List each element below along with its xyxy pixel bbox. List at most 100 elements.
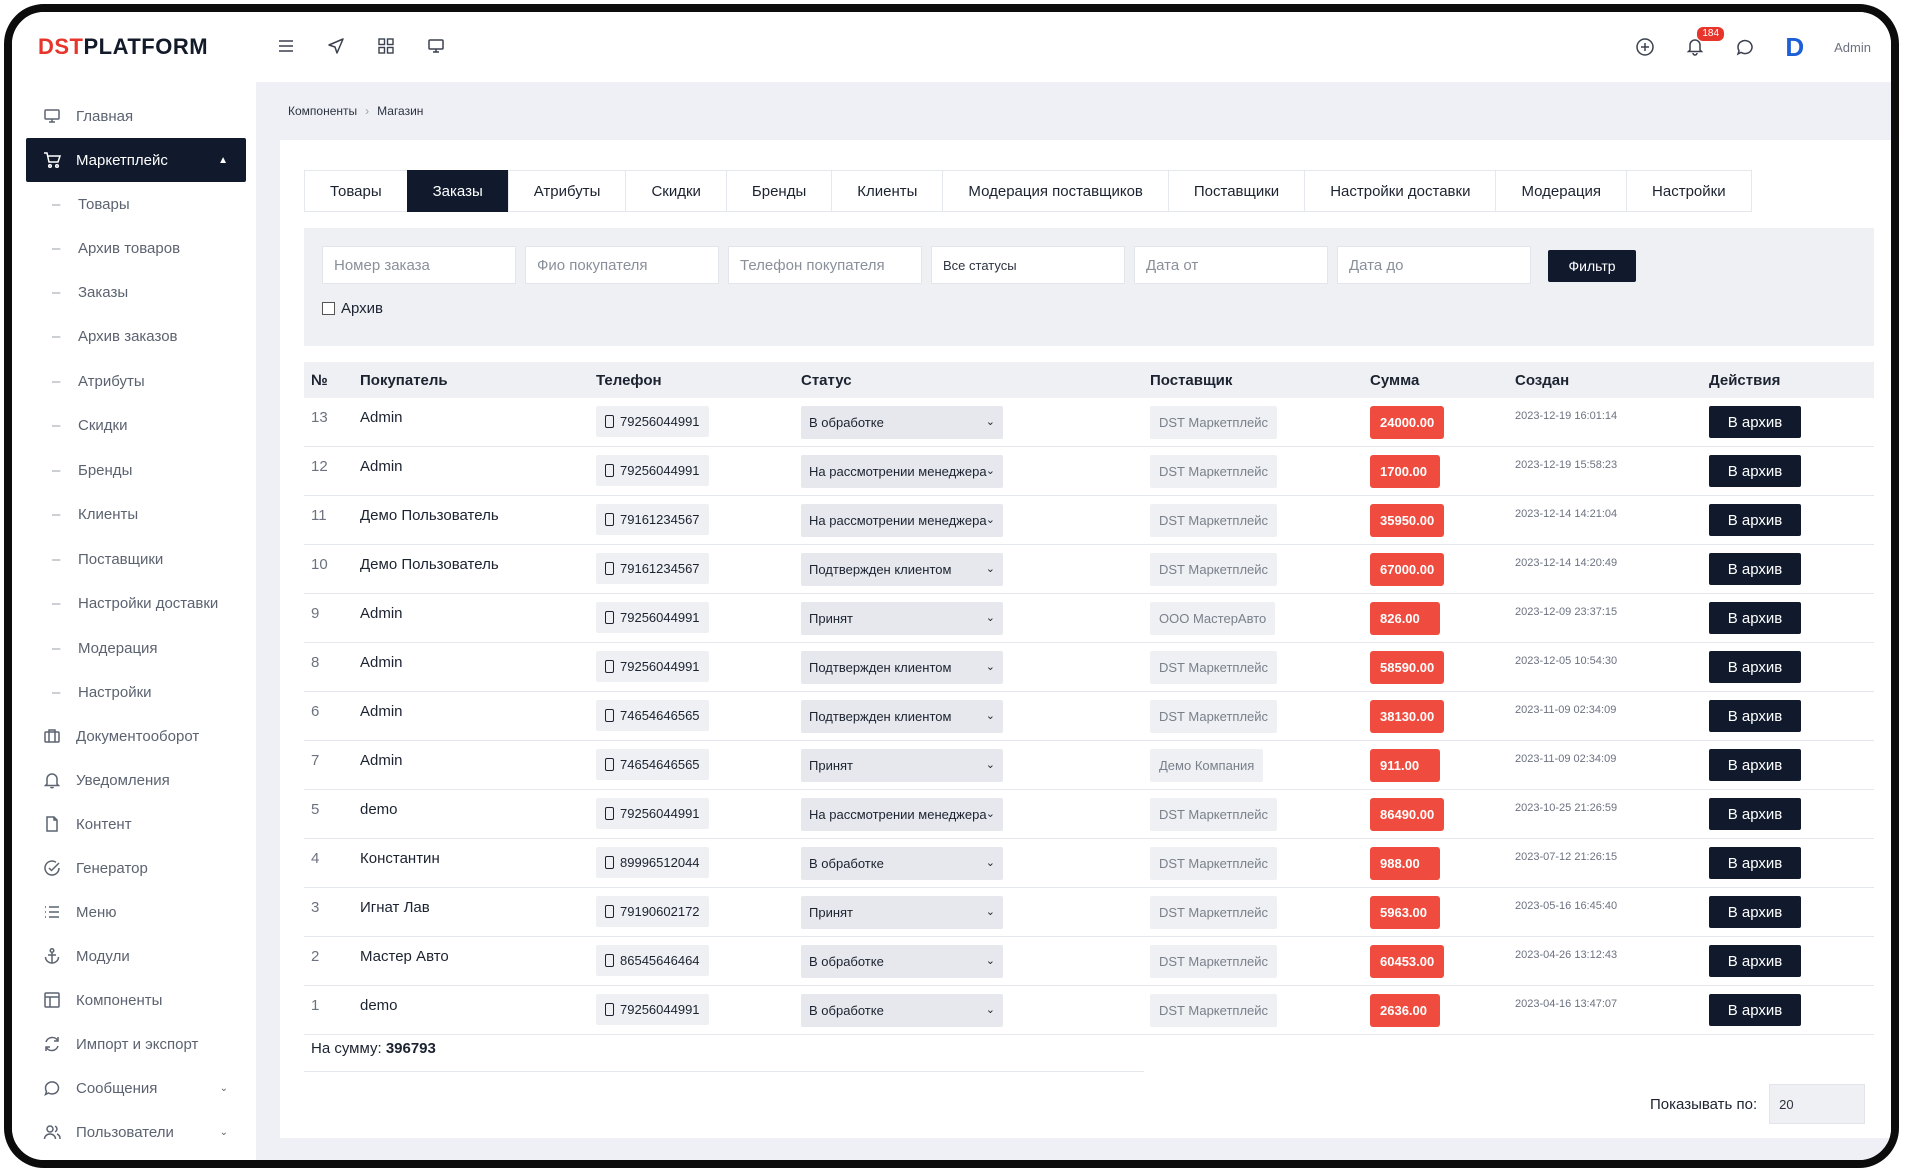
sidebar-item-marketplace[interactable]: Маркетплейс ▲ (26, 138, 246, 182)
sidebar-item-generator[interactable]: Генератор (26, 846, 246, 890)
archive-button[interactable]: В архив (1709, 504, 1801, 536)
breadcrumb-parent[interactable]: Компоненты (288, 104, 358, 118)
chat-icon[interactable] (1735, 37, 1755, 57)
date-to-input[interactable]: Дата до (1337, 246, 1531, 284)
phone-badge[interactable]: 79161234567 (596, 553, 709, 584)
sidebar-subitem-settings[interactable]: – Настройки (26, 672, 246, 712)
sidebar-item-components[interactable]: Компоненты (26, 978, 246, 1022)
phone-badge[interactable]: 79161234567 (596, 504, 709, 535)
status-select[interactable]: Принят ⌄ (801, 896, 1003, 929)
sidebar-item-import-export[interactable]: Импорт и экспорт (26, 1022, 246, 1066)
archive-button[interactable]: В архив (1709, 749, 1801, 781)
tab-orders[interactable]: Заказы (406, 170, 509, 212)
archive-button[interactable]: В архив (1709, 798, 1801, 830)
archive-button[interactable]: В архив (1709, 896, 1801, 928)
tab-supplier-moderation[interactable]: Модерация поставщиков (942, 170, 1169, 212)
grid-icon[interactable] (376, 36, 396, 56)
monitor-icon[interactable] (426, 36, 446, 56)
archive-button[interactable]: В архив (1709, 406, 1801, 438)
sidebar-subitem-discounts[interactable]: – Скидки (26, 405, 246, 445)
buyer-name: Admin (360, 752, 403, 769)
sidebar-item-documents[interactable]: Документооборот (26, 714, 246, 758)
status-select[interactable]: На рассмотрении менеджера ⌄ (801, 504, 1003, 537)
status-select[interactable]: На рассмотрении менеджера ⌄ (801, 798, 1003, 831)
status-select[interactable]: На рассмотрении менеджера ⌄ (801, 455, 1003, 488)
phone-badge[interactable]: 74654646565 (596, 749, 709, 780)
sidebar-subitem-brands[interactable]: – Бренды (26, 450, 246, 490)
tab-attributes[interactable]: Атрибуты (507, 170, 627, 212)
phone-badge[interactable]: 79256044991 (596, 406, 709, 437)
sidebar-item-menu[interactable]: Меню (26, 890, 246, 934)
sidebar-subitem-clients[interactable]: – Клиенты (26, 494, 246, 534)
user-name[interactable]: Admin (1834, 39, 1871, 55)
tab-suppliers[interactable]: Поставщики (1167, 170, 1306, 212)
sidebar-subitem-moderation[interactable]: – Модерация (26, 628, 246, 668)
tab-discounts[interactable]: Скидки (625, 170, 727, 212)
sidebar-subitem-attributes[interactable]: – Атрибуты (26, 361, 246, 401)
order-number-input[interactable]: Номер заказа (322, 246, 516, 284)
notifications-button[interactable]: 184 (1685, 26, 1725, 59)
status-select[interactable]: Все статусы (931, 246, 1125, 284)
archive-checkbox[interactable]: Архив (322, 300, 383, 317)
sidebar-subitem-products-archive[interactable]: – Архив товаров (26, 228, 246, 268)
status-select[interactable]: Подтвержден клиентом ⌄ (801, 553, 1003, 586)
status-select[interactable]: В обработке ⌄ (801, 406, 1003, 439)
chevron-down-icon: ⌄ (219, 1082, 228, 1094)
tab-brands[interactable]: Бренды (725, 170, 833, 212)
archive-button[interactable]: В архив (1709, 602, 1801, 634)
phone-badge[interactable]: 86545646464 (596, 945, 709, 976)
tab-clients[interactable]: Клиенты (831, 170, 944, 212)
status-select[interactable]: В обработке ⌄ (801, 994, 1003, 1027)
menu-icon[interactable] (276, 36, 296, 56)
phone-badge[interactable]: 89996512044 (596, 847, 709, 878)
sidebar-item-modules[interactable]: Модули (26, 934, 246, 978)
archive-button[interactable]: В архив (1709, 700, 1801, 732)
archive-button[interactable]: В архив (1709, 994, 1801, 1026)
sidebar-subitem-delivery-settings[interactable]: – Настройки доставки (26, 583, 246, 623)
status-select[interactable]: В обработке ⌄ (801, 847, 1003, 880)
status-select[interactable]: Принят ⌄ (801, 749, 1003, 782)
table-row: 8 Admin 79256044991 Подтвержден клиентом ⌄ DS… (304, 643, 1874, 692)
status-select[interactable]: Подтвержден клиентом ⌄ (801, 700, 1003, 733)
per-page-select[interactable]: 20 (1769, 1084, 1866, 1124)
status-select[interactable]: Принят ⌄ (801, 602, 1003, 635)
sidebar-item-notifications[interactable]: Уведомления (26, 758, 246, 802)
buyer-name-input[interactable]: Фио покупателя (525, 246, 719, 284)
date-from-input[interactable]: Дата от (1134, 246, 1328, 284)
sidebar-subitem-products[interactable]: – Товары (26, 184, 246, 224)
sidebar-subitem-orders-archive[interactable]: – Архив заказов (26, 316, 246, 356)
phone-badge[interactable]: 79256044991 (596, 994, 709, 1025)
layout-icon (42, 990, 62, 1010)
send-icon[interactable] (326, 36, 346, 56)
tab-settings[interactable]: Настройки (1626, 170, 1752, 212)
avatar[interactable]: D (1785, 32, 1805, 62)
sidebar-subitem-label: Бренды (78, 461, 133, 479)
phone-badge[interactable]: 79190602172 (596, 896, 709, 927)
sidebar-item-content[interactable]: Контент (26, 802, 246, 846)
sidebar-subitem-orders[interactable]: – Заказы (26, 272, 246, 312)
archive-button[interactable]: В архив (1709, 455, 1801, 487)
sidebar-subitem-suppliers[interactable]: – Поставщики (26, 539, 246, 579)
checkbox[interactable] (322, 302, 335, 315)
archive-button[interactable]: В архив (1709, 945, 1801, 977)
sidebar-item-messages[interactable]: Сообщения ⌄ (26, 1066, 246, 1110)
archive-button[interactable]: В архив (1709, 847, 1801, 879)
archive-button[interactable]: В архив (1709, 553, 1801, 585)
tab-moderation[interactable]: Модерация (1495, 170, 1628, 212)
status-select[interactable]: Подтвержден клиентом ⌄ (801, 651, 1003, 684)
sidebar-item-home[interactable]: Главная (26, 94, 246, 138)
phone-badge[interactable]: 79256044991 (596, 602, 709, 633)
filter-button[interactable]: Фильтр (1548, 250, 1636, 282)
archive-button[interactable]: В архив (1709, 651, 1801, 683)
logo[interactable]: DSTPLATFORM (38, 34, 208, 60)
tab-products[interactable]: Товары (304, 170, 408, 212)
add-circle-icon[interactable] (1635, 37, 1655, 57)
status-select[interactable]: В обработке ⌄ (801, 945, 1003, 978)
phone-badge[interactable]: 79256044991 (596, 798, 709, 829)
sidebar-item-users[interactable]: Пользователи ⌄ (26, 1110, 246, 1154)
phone-badge[interactable]: 79256044991 (596, 651, 709, 682)
phone-badge[interactable]: 74654646565 (596, 700, 709, 731)
phone-badge[interactable]: 79256044991 (596, 455, 709, 486)
tab-delivery-settings[interactable]: Настройки доставки (1304, 170, 1497, 212)
buyer-phone-input[interactable]: Телефон покупателя (728, 246, 922, 284)
